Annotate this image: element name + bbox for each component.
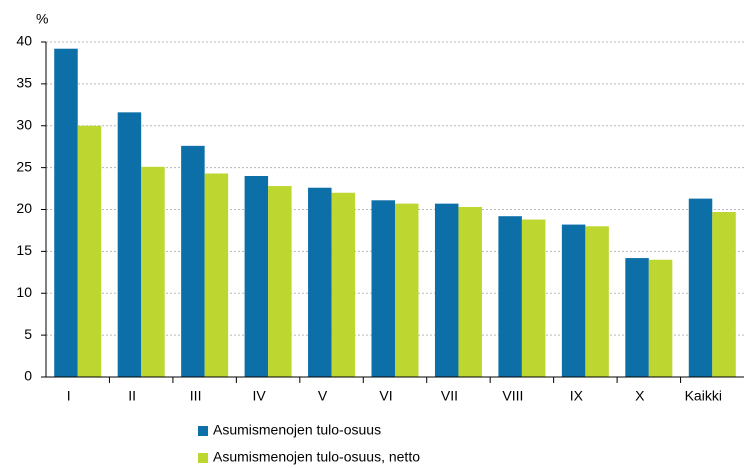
bar [688, 198, 713, 377]
bar [521, 219, 546, 377]
x-tick-label: X [635, 388, 645, 404]
x-tick-label: VII [441, 388, 458, 404]
bar [648, 259, 673, 377]
y-tick-label: 30 [16, 116, 32, 132]
bar [54, 48, 78, 377]
bar [268, 186, 292, 377]
y-tick-label: 5 [24, 326, 32, 342]
legend-label: Asumismenojen tulo-osuus [213, 422, 381, 438]
legend-swatch [198, 426, 208, 436]
x-tick-label: IV [252, 388, 266, 404]
x-tick-label: III [190, 388, 202, 404]
y-tick-label: 0 [24, 368, 32, 384]
bar [458, 206, 482, 377]
x-tick-label: VI [379, 388, 392, 404]
legend: Asumismenojen tulo-osuus Asumismenojen tu… [198, 422, 420, 465]
y-axis-label: % [36, 11, 48, 27]
bar [181, 145, 205, 377]
y-tick-label: 20 [16, 200, 32, 216]
y-tick-label: 35 [16, 75, 32, 91]
legend-label: Asumismenojen tulo-osuus, netto [213, 449, 420, 465]
bar [244, 176, 269, 377]
legend-swatch [198, 453, 208, 463]
bar [625, 258, 649, 377]
bar [561, 224, 586, 377]
x-tick-label: II [128, 388, 136, 404]
bar [434, 203, 459, 377]
bar [712, 212, 736, 377]
y-tick-label: 40 [16, 33, 32, 49]
y-tick-label: 25 [16, 158, 32, 174]
x-tick-label: Kaikki [685, 388, 722, 404]
bar [371, 200, 395, 377]
x-tick-label: V [318, 388, 328, 404]
bar [117, 112, 142, 377]
x-tick-label: IX [570, 388, 584, 404]
bar [141, 166, 165, 377]
x-tick-label: VIII [502, 388, 523, 404]
bar [395, 203, 419, 377]
bar [204, 173, 229, 377]
bar [77, 125, 102, 377]
bar [585, 226, 609, 377]
x-tick-label: I [67, 388, 71, 404]
bar [308, 187, 332, 377]
y-tick-label: 10 [16, 284, 32, 300]
bar [498, 216, 522, 377]
y-tick-label: 15 [16, 242, 32, 258]
bar [331, 192, 356, 377]
